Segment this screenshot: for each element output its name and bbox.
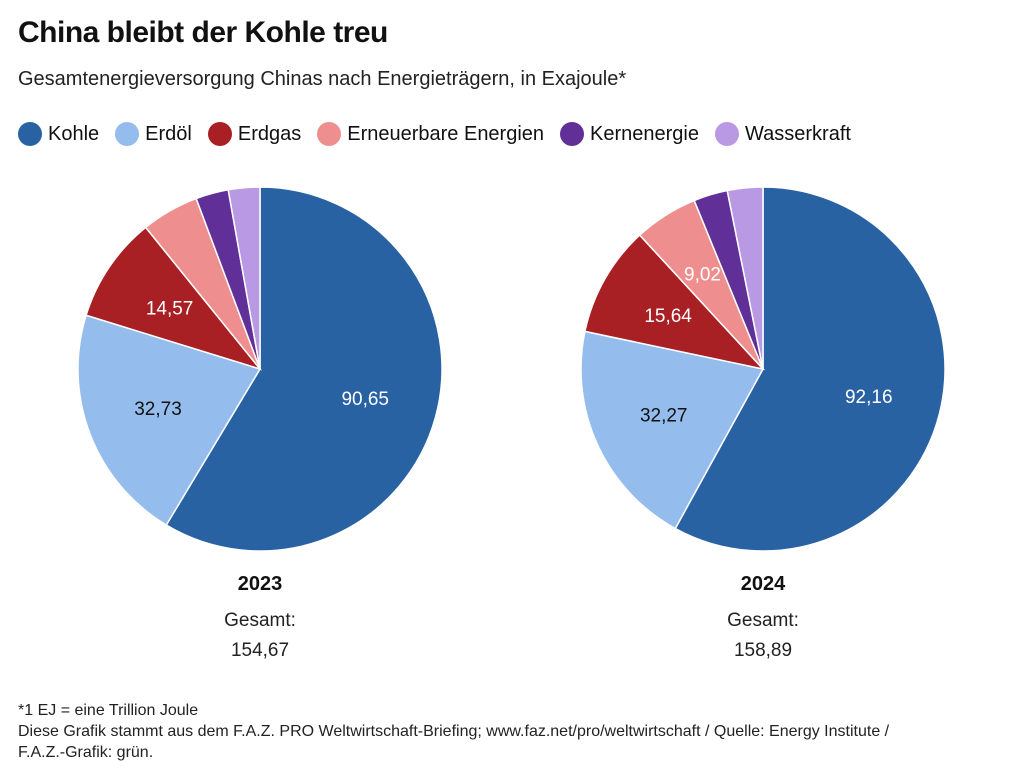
- legend-label: Erneuerbare Energien: [347, 122, 545, 145]
- legend-item: Kohle: [18, 122, 99, 146]
- pie-year-label: 2023: [238, 573, 283, 595]
- source-line-2: F.A.Z.-Grafik: grün.: [18, 744, 154, 761]
- legend-label: Erdöl: [145, 122, 192, 145]
- chart-subtitle: Gesamtenergieversorgung Chinas nach Ener…: [18, 68, 627, 90]
- legend-label: Kohle: [48, 122, 100, 145]
- legend-label: Erdgas: [237, 122, 302, 145]
- data-label: 32,73: [134, 399, 182, 420]
- pie-slice-erdgas: [584, 234, 766, 371]
- data-label: 32,27: [640, 406, 688, 427]
- pie-slice-kohle: [165, 186, 443, 552]
- footnote: *1 EJ = eine Trillion Joule: [18, 702, 199, 719]
- pie-slice-kohle: [674, 186, 946, 552]
- legend-swatch-icon: [115, 122, 140, 146]
- pie-charts: 90,65 32,73 14,57 2023 Gesamt: 154,67 92,16 32,…: [77, 186, 946, 661]
- footer: *1 EJ = eine Trillion Joule Diese Grafik…: [18, 700, 889, 763]
- legend-item: Erneuerbare Energien: [317, 122, 544, 146]
- pie-slice-erdgas: [85, 226, 263, 371]
- legend-swatch-icon: [207, 122, 232, 146]
- pie-slice-erdöl: [580, 330, 765, 530]
- chart-title: China bleibt der Kohle treu: [18, 16, 388, 49]
- legend-item: Erdgas: [207, 122, 302, 146]
- legend-item: Wasserkraft: [715, 122, 851, 146]
- source-line-1: Diese Grafik stammt aus dem F.A.Z. PRO W…: [18, 723, 890, 740]
- legend-swatch-icon: [18, 122, 42, 146]
- pie-slice-wasserkraft: [726, 186, 764, 370]
- data-label: 14,57: [146, 299, 194, 320]
- legend-swatch-icon: [317, 122, 342, 146]
- legend: Kohle Erdöl Erdgas Erneuerbare Energien Kern…: [18, 122, 851, 146]
- legend-item: Erdöl: [115, 122, 192, 146]
- pie-slice-wasserkraft: [227, 186, 261, 370]
- legend-swatch-icon: [715, 122, 739, 146]
- data-label: 92,16: [845, 387, 893, 408]
- total-value: 154,67: [231, 640, 289, 661]
- legend-item: Kernenergie: [560, 122, 699, 146]
- data-label: 9,02: [684, 265, 721, 286]
- data-label: 15,64: [644, 306, 692, 327]
- legend-label: Wasserkraft: [745, 122, 851, 145]
- legend-label: Kernenergie: [590, 122, 699, 145]
- legend-swatch-icon: [560, 122, 585, 146]
- data-label: 90,65: [341, 389, 389, 410]
- total-value: 158,89: [734, 640, 792, 661]
- total-label: Gesamt:: [727, 610, 799, 631]
- pie-year-label: 2024: [741, 573, 786, 595]
- pie-slice-erdöl: [77, 314, 262, 527]
- total-label: Gesamt:: [224, 610, 296, 631]
